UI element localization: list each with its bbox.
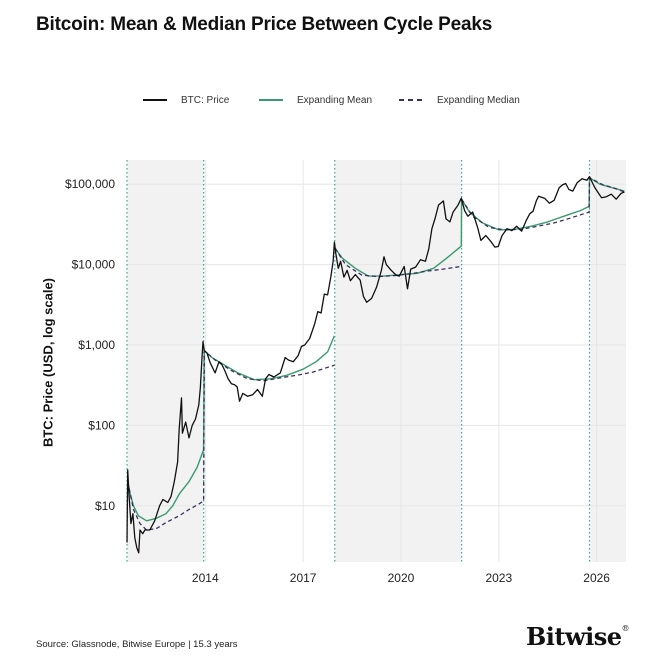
source-note: Source: Glassnode, Bitwise Europe | 15.3… bbox=[36, 639, 238, 650]
shaded-period-1 bbox=[334, 160, 462, 562]
y-tick-label: $100,000 bbox=[65, 177, 115, 191]
legend-label-mean: Expanding Mean bbox=[297, 94, 373, 106]
x-tick-label: 2023 bbox=[485, 571, 512, 585]
x-tick-label: 2026 bbox=[583, 571, 610, 585]
chart-title: Bitcoin: Mean & Median Price Between Cyc… bbox=[36, 14, 493, 35]
legend-label-median: Expanding Median bbox=[437, 94, 520, 106]
legend-swatch-median bbox=[399, 99, 423, 101]
median-line bbox=[127, 177, 625, 531]
y-tick-label: $1,000 bbox=[78, 338, 115, 352]
legend-swatch-price bbox=[143, 99, 167, 101]
y-tick-label: $10,000 bbox=[72, 258, 116, 272]
shaded-period-0 bbox=[127, 160, 204, 562]
chart-legend: BTC: Price Expanding Mean Expanding Medi… bbox=[0, 88, 671, 112]
logo-text: Bitwise bbox=[526, 622, 622, 651]
legend-item-median: Expanding Median bbox=[399, 88, 520, 112]
legend-label-price: BTC: Price bbox=[181, 94, 230, 106]
legend-item-mean: Expanding Mean bbox=[259, 88, 372, 112]
legend-swatch-mean bbox=[259, 99, 283, 101]
x-tick-label: 2017 bbox=[290, 571, 317, 585]
legend-item-price: BTC: Price bbox=[143, 88, 229, 112]
registered-mark: ® bbox=[621, 624, 630, 633]
price-line bbox=[126, 176, 625, 554]
x-tick-label: 2020 bbox=[388, 571, 415, 585]
bitwise-logo: Bitwise® bbox=[526, 622, 630, 651]
x-tick-label: 2014 bbox=[192, 571, 219, 585]
shaded-period-2 bbox=[589, 160, 626, 562]
y-tick-label: $100 bbox=[88, 418, 115, 432]
y-tick-label: $10 bbox=[95, 499, 115, 513]
